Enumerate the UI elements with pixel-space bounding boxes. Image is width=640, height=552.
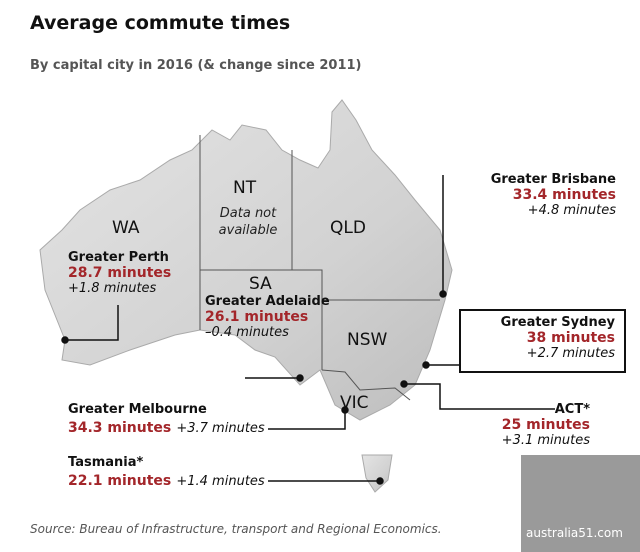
city-dot [422,361,430,369]
tasmania [361,454,393,493]
border-line [200,269,323,370]
city-change: +2.7 minutes [526,346,615,361]
city-dot [439,290,447,298]
region-label: NT [233,178,257,198]
city-dot [400,380,408,388]
region-label: WA [112,218,140,238]
city-name: Greater Sydney [500,315,615,330]
city-time: 28.7 minutes [68,265,172,281]
city-time: 26.1 minutes [205,309,309,325]
city-dot [296,374,304,382]
watermark-box [521,455,640,552]
region-label: NSW [347,330,388,350]
city-change: +3.7 minutes [176,421,265,436]
city-callout: ACT* 25 minutes +3.1 minutes [490,402,590,448]
city-callout: Greater Sydney 38 minutes +2.7 minutes [470,315,615,361]
watermark: australia51.com [526,526,623,540]
city-values: 34.3 minutes +3.7 minutes [68,417,265,436]
borders [199,135,440,401]
city-time: 34.3 minutes [68,420,172,436]
callout-line [65,305,119,341]
city-callout: Greater Melbourne 34.3 minutes +3.7 minu… [68,402,265,436]
callouts [61,175,555,485]
city-change: +1.8 minutes [68,281,157,296]
city-change: +1.4 minutes [176,474,265,489]
city-name: Greater Perth [68,250,169,265]
city-name: ACT* [554,402,590,417]
city-change: +3.1 minutes [501,433,590,448]
city-callout: Tasmania* 22.1 minutes +1.4 minutes [68,455,265,489]
region-note: Data not available [218,206,278,238]
city-name: Greater Brisbane [490,172,616,187]
city-values: 22.1 minutes +1.4 minutes [68,470,265,489]
city-callout: Greater Brisbane 33.4 minutes +4.8 minut… [475,172,616,218]
callout-line [404,383,555,410]
city-dot [341,406,349,414]
sydney-box [459,309,626,373]
city-time: 33.4 minutes [512,187,616,203]
city-dot [61,336,69,344]
city-change: +4.8 minutes [527,203,616,218]
city-callout: Greater Perth 28.7 minutes +1.8 minutes [68,250,171,296]
city-time: 25 minutes [501,417,590,433]
region-label: VIC [340,393,369,413]
callout-line [268,412,346,430]
region-label: QLD [330,218,366,238]
title: Average commute times [30,12,291,34]
city-name: Greater Melbourne [68,402,207,417]
city-name: Greater Adelaide [205,294,330,309]
australia-mainland [39,99,453,421]
subtitle: By capital city in 2016 (& change since … [30,58,362,73]
border-line [321,369,411,401]
city-callout: Greater Adelaide 26.1 minutes –0.4 minut… [205,294,330,340]
source: Source: Bureau of Infrastructure, transp… [30,522,442,536]
city-time: 22.1 minutes [68,473,172,489]
city-time: 38 minutes [526,330,615,346]
city-dot [376,477,384,485]
region-label: SA [249,274,272,294]
city-change: –0.4 minutes [205,325,289,340]
city-name: Tasmania* [68,455,144,470]
